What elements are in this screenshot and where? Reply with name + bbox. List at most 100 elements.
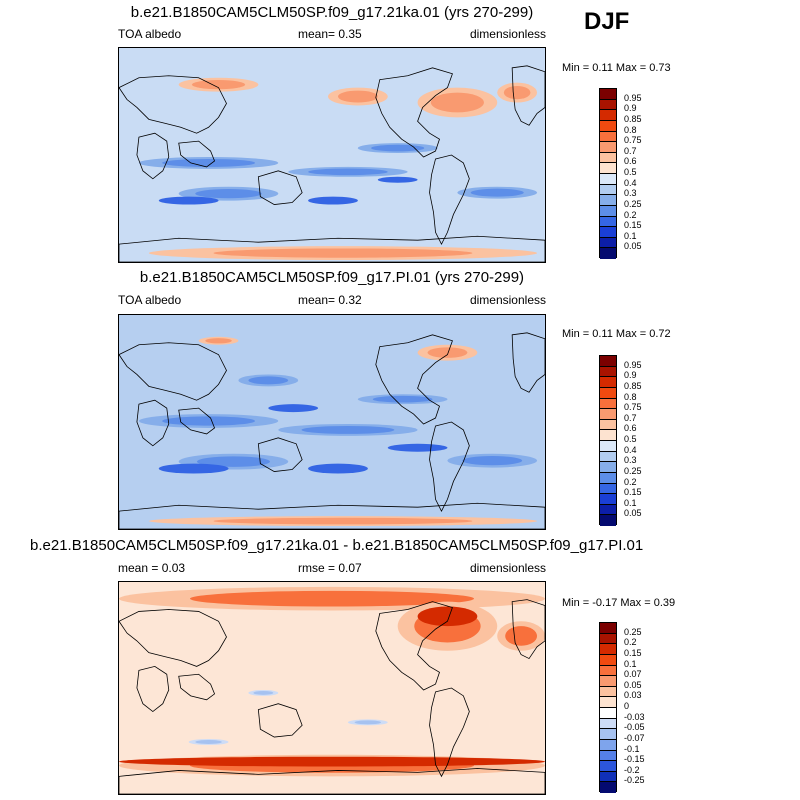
colorbar-swatch [600, 163, 616, 174]
colorbar-swatch [600, 462, 616, 473]
colorbar-label: 0.4 [624, 177, 637, 188]
panel-2-variable: TOA albedo [118, 293, 182, 307]
colorbar-swatch [600, 729, 616, 740]
season-label: DJF [584, 8, 630, 35]
colorbar-swatch [600, 398, 616, 410]
colorbar-swatch [600, 782, 616, 793]
colorbar-label: -0.1 [624, 743, 640, 754]
colorbar-label: 0.9 [624, 370, 637, 381]
colorbar-swatch [600, 761, 616, 772]
colorbar-label: 0.2 [624, 209, 637, 220]
colorbar-label: 0.25 [624, 465, 642, 476]
colorbar-swatch [600, 387, 616, 399]
colorbar-label: -0.2 [624, 764, 640, 775]
colorbar-swatch [600, 430, 616, 441]
panel-1-mean: mean= 0.35 [298, 27, 362, 41]
colorbar-label: 0.2 [624, 637, 637, 648]
colorbar-label: 0.15 [624, 220, 642, 231]
panel-2-map [118, 314, 546, 530]
colorbar-label: 0.85 [624, 380, 642, 391]
colorbar-label: 0.8 [624, 124, 637, 135]
panel-3-title: b.e21.B1850CAM5CLM50SP.f09_g17.21ka.01 -… [30, 537, 644, 554]
colorbar-swatch [600, 665, 616, 677]
colorbar-label: 0.05 [624, 508, 642, 519]
panel-2-units: dimensionless [469, 293, 546, 307]
panel-2-mean: mean= 0.32 [298, 293, 362, 307]
colorbar-swatch [600, 377, 616, 388]
colorbar-label: 0.03 [624, 690, 642, 701]
colorbar-swatch [600, 750, 616, 762]
panel-2-field [119, 315, 545, 529]
panel-1-variable: TOA albedo [118, 27, 182, 41]
colorbar-label: 0.2 [624, 476, 637, 487]
colorbar-swatch [600, 771, 616, 783]
panel-3-map [118, 581, 546, 795]
colorbar-swatch [600, 686, 616, 698]
panel-3-colorbar [599, 622, 617, 793]
colorbar-swatch [600, 99, 616, 111]
colorbar-label: 0.5 [624, 434, 637, 444]
colorbar-label: 0.15 [624, 647, 642, 658]
colorbar-swatch [600, 89, 616, 100]
panel-1-colorbar [599, 88, 617, 259]
colorbar-swatch [600, 697, 616, 708]
colorbar-label: 0.7 [624, 145, 637, 156]
colorbar-swatch [600, 654, 616, 666]
colorbar-swatch [600, 708, 616, 719]
colorbar-swatch [600, 515, 616, 526]
colorbar-swatch [600, 451, 616, 463]
colorbar-label: 0.6 [624, 423, 637, 434]
colorbar-swatch [600, 633, 616, 645]
colorbar-label: -0.07 [624, 732, 645, 743]
colorbar-label: 0.3 [624, 188, 637, 199]
panel-3-rmse: rmse = 0.07 [298, 561, 362, 575]
colorbar-swatch [600, 152, 616, 164]
colorbar-swatch [600, 409, 616, 420]
colorbar-label: 0.1 [624, 497, 637, 508]
panel-1-map [118, 47, 546, 263]
colorbar-swatch [600, 718, 616, 730]
colorbar-label: 0.75 [624, 402, 642, 413]
colorbar-label: -0.03 [624, 711, 645, 722]
colorbar-swatch [600, 472, 616, 484]
colorbar-swatch [600, 366, 616, 378]
colorbar-label: 0.05 [624, 241, 642, 252]
colorbar-label: 0.5 [624, 167, 637, 177]
colorbar-swatch [600, 644, 616, 655]
panel-1-units: dimensionless [469, 27, 546, 41]
colorbar-label: 0.95 [624, 92, 642, 103]
colorbar-label: 0.9 [624, 103, 637, 114]
colorbar-swatch [600, 356, 616, 367]
colorbar-swatch [600, 494, 616, 505]
colorbar-label: 0.1 [624, 230, 637, 241]
colorbar-swatch [600, 227, 616, 238]
panel-3-mean: mean = 0.03 [118, 561, 186, 575]
panel-1-title: b.e21.B1850CAM5CLM50SP.f09_g17.21ka.01 (… [130, 4, 534, 21]
colorbar-label: 0.25 [624, 626, 642, 637]
colorbar-swatch [600, 419, 616, 431]
panel-3-minmax: Min = -0.17 Max = 0.39 [562, 597, 676, 609]
panel-1-minmax: Min = 0.11 Max = 0.73 [562, 62, 671, 74]
colorbar-label: 0.4 [624, 444, 637, 455]
colorbar-swatch [600, 248, 616, 259]
colorbar-label: 0.95 [624, 359, 642, 370]
colorbar-swatch [600, 739, 616, 751]
colorbar-swatch [600, 237, 616, 249]
colorbar-swatch [600, 504, 616, 516]
colorbar-swatch [600, 623, 616, 634]
colorbar-swatch [600, 131, 616, 143]
colorbar-label: 0.15 [624, 487, 642, 498]
colorbar-label: 0.3 [624, 455, 637, 466]
panel-1-field [119, 48, 545, 262]
colorbar-swatch [600, 184, 616, 196]
colorbar-swatch [600, 483, 616, 495]
colorbar-swatch [600, 441, 616, 452]
colorbar-label: 0.8 [624, 391, 637, 402]
colorbar-label: 0.6 [624, 156, 637, 167]
colorbar-label: 0.1 [624, 658, 637, 669]
colorbar-swatch [600, 120, 616, 132]
colorbar-swatch [600, 142, 616, 153]
colorbar-label: 0 [624, 701, 630, 711]
panel-3-field [119, 582, 545, 794]
colorbar-label: 0.07 [624, 669, 642, 680]
